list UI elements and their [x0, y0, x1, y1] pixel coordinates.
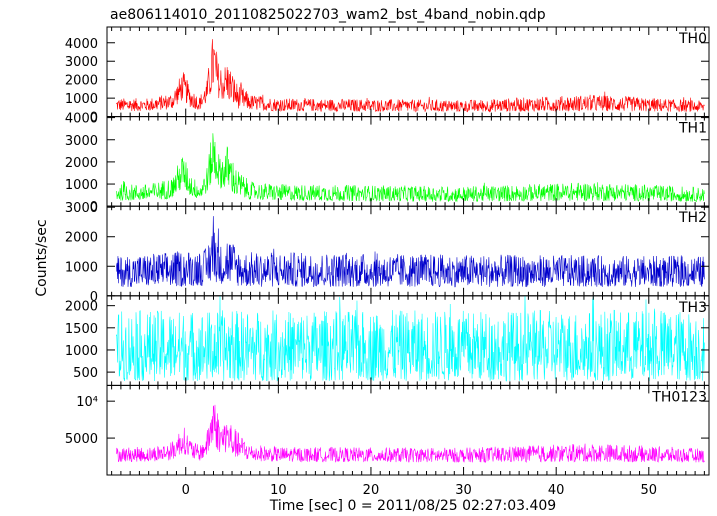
y-tick-label: 2000	[65, 74, 98, 89]
panel-label: TH1	[678, 121, 707, 137]
series-th0123	[115, 404, 705, 463]
y-tick-label: 3000	[65, 55, 98, 70]
y-tick-label: 3000	[65, 134, 98, 149]
panel-label: TH2	[678, 210, 707, 226]
x-tick-labels: 0 10 20 30 40 50	[182, 483, 657, 498]
y-tick-label: 4000	[65, 37, 98, 52]
panel-label: TH0123	[651, 389, 707, 405]
panel-th1: 0 1000 2000 3000 4000 TH1	[65, 112, 710, 215]
panel-label: TH3	[678, 300, 707, 316]
y-tick-label: 1500	[65, 322, 98, 337]
y-tick-label: 4000	[65, 112, 98, 127]
y-tick-label: 0	[90, 111, 98, 126]
x-tick-label: 30	[455, 483, 472, 498]
panel-th2: 0 1000 2000 3000 TH2	[65, 201, 710, 305]
y-tick-label: 0	[90, 200, 98, 215]
y-tick-label: 2000	[65, 156, 98, 171]
series-th3	[115, 295, 705, 382]
x-tick-label: 40	[548, 483, 565, 498]
series-th2	[115, 216, 705, 288]
y-tick-label: 0	[90, 290, 98, 305]
x-tick-label: 10	[270, 483, 287, 498]
y-axis-label: Counts/sec	[34, 219, 50, 296]
y-tick-label: 1000	[65, 178, 98, 193]
panels: 0 1000 2000 3000 4000 TH0 0 1000 2000 3000 4000 TH1…	[65, 26, 710, 476]
x-tick-label: 50	[641, 483, 658, 498]
y-tick-label: 1000	[65, 92, 98, 107]
y-tick-label: 2000	[65, 231, 98, 246]
y-tick-label: 500	[73, 366, 98, 381]
panel-frame	[106, 384, 710, 476]
x-axis-label: Time [sec] 0 = 2011/08/25 02:27:03.409	[269, 498, 556, 514]
panel-frame	[106, 205, 710, 297]
y-tick-label: 3000	[65, 201, 98, 216]
panel-th0123: 5000 10⁴ TH0123	[65, 384, 710, 476]
y-tick-label: 1000	[65, 344, 98, 359]
panel-th0: 0 1000 2000 3000 4000 TH0	[65, 26, 710, 126]
y-tick-label: 2000	[65, 300, 98, 315]
x-tick-label: 20	[363, 483, 380, 498]
panel-th3: 500 1000 1500 2000 TH3	[65, 295, 710, 386]
panel-label: TH0	[678, 31, 707, 47]
series-th1	[115, 133, 705, 203]
chart-title: ae806114010_20110825022703_wam2_bst_4ban…	[110, 7, 546, 23]
y-tick-label: 5000	[65, 432, 98, 447]
x-tick-label: 0	[182, 483, 190, 498]
series-th0	[116, 39, 705, 113]
y-tick-label: 1000	[65, 260, 98, 275]
y-tick-label: 10⁴	[76, 395, 98, 410]
